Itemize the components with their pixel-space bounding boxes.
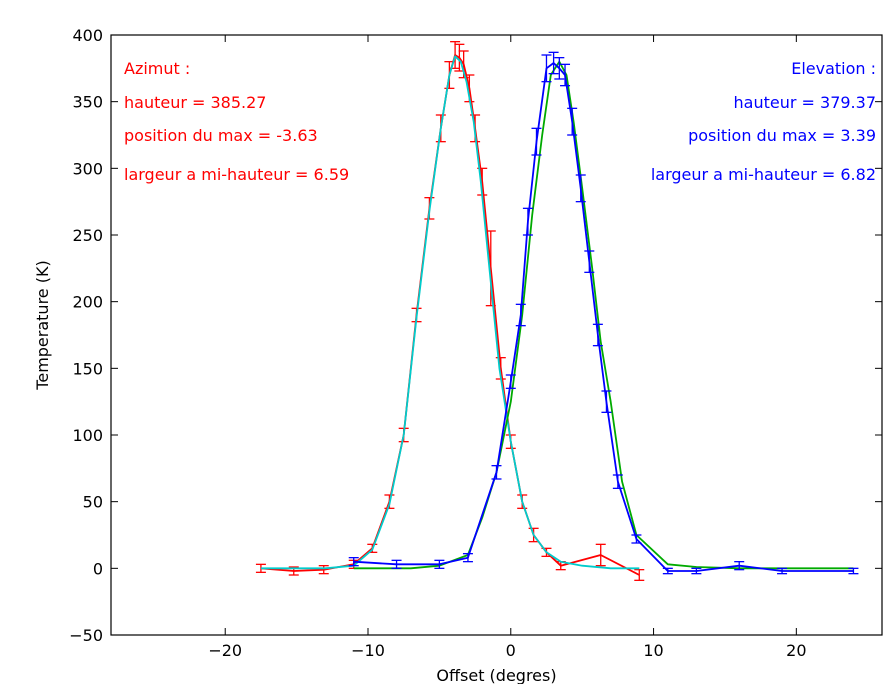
y-tick-label: −50 <box>69 626 103 645</box>
error-bar <box>348 557 359 567</box>
annotation-azimut: Azimut : <box>124 59 190 78</box>
error-bar <box>515 303 526 327</box>
annotations: Azimut : hauteur = 385.27 position du max … <box>124 59 876 184</box>
annotation-elevation: Elevation : <box>791 59 876 78</box>
error-bar <box>575 174 586 203</box>
y-tick-label: 350 <box>72 93 103 112</box>
series-line <box>260 55 640 570</box>
error-bar <box>595 543 606 567</box>
y-tick-label: 400 <box>72 26 103 45</box>
error-bar <box>584 250 595 273</box>
x-tick-label: −10 <box>351 641 385 660</box>
error-bar <box>734 561 745 571</box>
y-tick-label: 150 <box>72 359 103 378</box>
error-bar <box>434 559 445 569</box>
error-bar <box>522 207 533 236</box>
x-tick-label: −20 <box>208 641 242 660</box>
error-bar <box>391 559 402 569</box>
error-bar <box>601 390 612 413</box>
error-bar <box>567 107 578 136</box>
series-0 <box>255 41 645 581</box>
annotation-azimut: largeur a mi-hauteur = 6.59 <box>124 165 349 184</box>
series-1 <box>260 55 640 570</box>
x-axis-label: Offset (degres) <box>436 666 556 684</box>
error-bar <box>777 567 788 575</box>
annotation-azimut: position du max = -3.63 <box>124 126 318 145</box>
error-bar <box>592 323 603 347</box>
plot-frame <box>110 34 883 636</box>
y-tick-label: 100 <box>72 426 103 445</box>
y-axis-label: Temperature (K) <box>33 260 52 390</box>
y-tick-label: 300 <box>72 159 103 178</box>
error-bar <box>662 567 673 575</box>
error-bar <box>491 465 502 480</box>
series-3 <box>348 51 859 575</box>
x-tick-label: 0 <box>506 641 516 660</box>
x-tick-label: 10 <box>643 641 663 660</box>
annotation-elevation: hauteur = 379.37 <box>734 93 876 112</box>
annotation-azimut: hauteur = 385.27 <box>124 93 266 112</box>
plot-area <box>110 34 883 636</box>
error-bar <box>631 534 642 544</box>
y-tick-label: 200 <box>72 293 103 312</box>
error-bar <box>505 374 516 389</box>
error-bar <box>691 567 702 575</box>
y-tick-label: 250 <box>72 226 103 245</box>
error-bar <box>848 567 859 575</box>
error-bar <box>318 565 329 575</box>
error-bar <box>634 569 645 581</box>
error-bar <box>560 63 571 87</box>
y-tick-label: 50 <box>83 493 103 512</box>
error-bar <box>541 54 552 83</box>
error-bar <box>612 474 623 489</box>
x-tick-label: 20 <box>786 641 806 660</box>
error-bar <box>531 127 542 156</box>
series-layer <box>255 41 859 581</box>
error-bar <box>554 57 565 80</box>
annotation-elevation: position du max = 3.39 <box>688 126 876 145</box>
error-bar <box>548 51 559 75</box>
annotation-elevation: largeur a mi-hauteur = 6.82 <box>651 165 876 184</box>
y-tick-label: 0 <box>93 559 103 578</box>
error-bar <box>485 230 496 307</box>
axis-ticks: −20 −10 0 10 20 −50 0 50 100 150 200 250 300 350 400 <box>69 26 882 660</box>
error-bar <box>462 553 473 563</box>
